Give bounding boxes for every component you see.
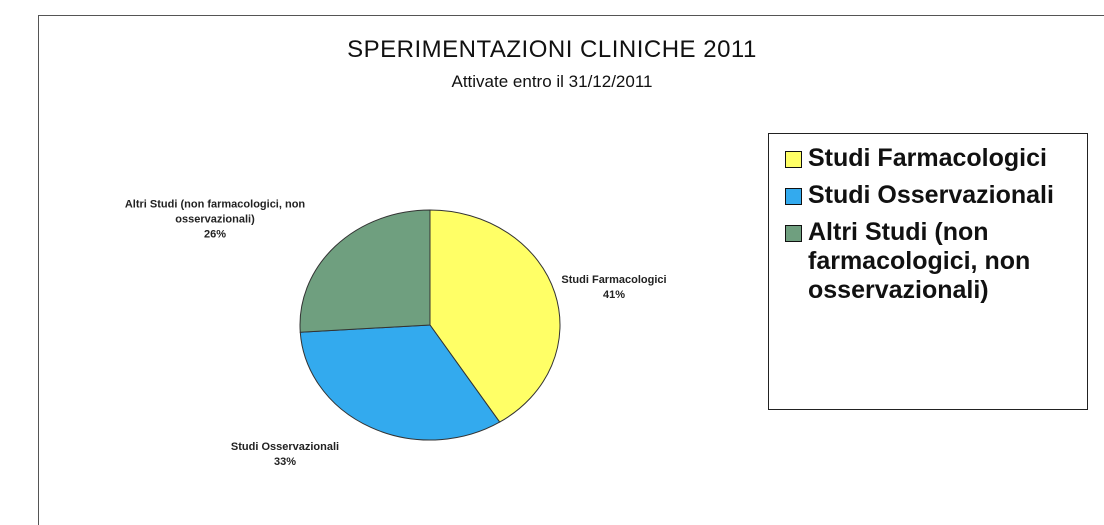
slice-category: Studi Osservazionali	[230, 441, 340, 453]
slice-category: Altri Studi (non farmacologici, non osse…	[124, 198, 306, 226]
legend-entry: Studi Farmacologici	[785, 144, 1077, 173]
slice-value: 41%	[602, 289, 626, 301]
frame	[38, 15, 1104, 525]
slice-value: 26%	[203, 228, 227, 241]
slice-label: Studi Farmacologici 41%	[534, 273, 694, 303]
slice-label: Altri Studi (non farmacologici, non osse…	[110, 198, 320, 243]
slice-value: 33%	[273, 456, 297, 468]
legend-label: Studi Osservazionali	[808, 181, 1054, 209]
legend-swatch	[785, 188, 802, 205]
chart-title: SPERIMENTAZIONI CLINICHE 2011	[347, 36, 757, 63]
pie-slice	[299, 209, 431, 333]
legend-swatch	[785, 225, 802, 242]
pie-slice	[299, 324, 501, 441]
legend-label: Studi Farmacologici	[808, 144, 1047, 172]
chart-subtitle: Attivate entro il 31/12/2011	[451, 72, 653, 91]
slice-label: Studi Osservazionali 33%	[205, 440, 365, 470]
legend-swatch	[785, 151, 802, 168]
page: {"chart_data": {"type": "pie", "title": …	[38, 15, 1104, 525]
pie-slice	[429, 209, 561, 423]
chart	[299, 209, 561, 441]
legend-entry: Studi Osservazionali	[785, 181, 1077, 210]
slice-category: Studi Farmacologici	[561, 274, 667, 286]
legend-label: Altri Studi (non farmacologici, non osse…	[808, 218, 1031, 304]
legend-entry: Altri Studi (non farmacologici, non osse…	[785, 218, 1077, 305]
legend: Studi Farmacologici Studi Osservazionali A…	[768, 133, 1088, 410]
